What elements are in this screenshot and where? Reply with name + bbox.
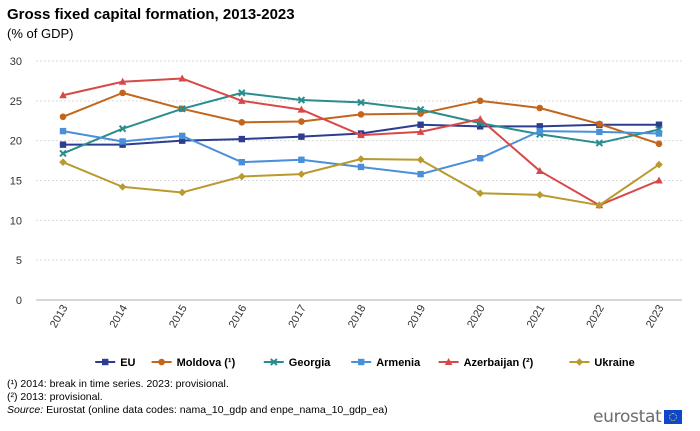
- legend-marker: [270, 358, 278, 366]
- data-point: [59, 91, 67, 99]
- data-point: [297, 105, 306, 113]
- data-point: [59, 113, 67, 121]
- data-point: [59, 141, 67, 148]
- data-point: [297, 170, 306, 178]
- data-point: [119, 138, 126, 145]
- data-point: [595, 201, 604, 209]
- data-point: [178, 105, 186, 113]
- source-line: Source: Eurostat (online data codes: nam…: [7, 404, 388, 417]
- data-point: [477, 154, 484, 162]
- y-tick-label: 0: [16, 295, 22, 307]
- data-point: [416, 127, 425, 135]
- data-point: [536, 191, 544, 199]
- data-point: [476, 115, 484, 123]
- data-point: [655, 176, 663, 184]
- footnote-1: (¹) 2014: break in time series. 2023: pr…: [7, 378, 229, 390]
- x-tick-label: 2014: [108, 303, 131, 330]
- x-tick-label: 2019: [406, 303, 429, 330]
- data-point: [357, 131, 365, 139]
- data-point: [298, 118, 305, 125]
- legend-label: Georgia: [289, 357, 331, 369]
- y-tick-label: 20: [10, 136, 22, 148]
- legend-marker: [444, 358, 453, 365]
- data-point: [357, 98, 365, 107]
- data-point: [655, 130, 663, 137]
- data-point: [476, 189, 484, 198]
- x-tick-label: 2016: [227, 303, 250, 330]
- legend-marker: [358, 358, 365, 366]
- data-point: [119, 89, 126, 97]
- x-tick-label: 2020: [465, 303, 488, 330]
- data-point: [417, 170, 424, 178]
- data-point: [179, 137, 186, 144]
- chart-title: Gross fixed capital formation, 2013-2023: [7, 6, 295, 23]
- data-point: [595, 139, 604, 147]
- x-tick-label: 2017: [286, 303, 309, 330]
- data-point: [477, 123, 484, 130]
- data-point: [298, 133, 305, 140]
- chart-subtitle: (% of GDP): [7, 26, 74, 41]
- y-tick-label: 5: [16, 255, 22, 267]
- data-point: [416, 155, 425, 164]
- logo-text: eurostat: [593, 407, 662, 427]
- data-point: [59, 158, 67, 166]
- data-point: [118, 77, 127, 85]
- chart-notes: (¹) 2014: break in time series. 2023: pr…: [7, 378, 388, 417]
- data-point: [655, 160, 663, 169]
- data-point: [238, 96, 246, 104]
- x-tick-label: 2021: [525, 303, 548, 330]
- legend-marker: [575, 358, 584, 366]
- legend-label: EU: [120, 357, 135, 369]
- data-point: [416, 105, 425, 114]
- data-point: [297, 96, 306, 104]
- y-tick-label: 15: [10, 176, 22, 188]
- x-tick-label: 2018: [346, 303, 369, 330]
- y-tick-label: 10: [10, 215, 22, 227]
- legend-label: Armenia: [376, 357, 421, 369]
- eu-flag-icon: [664, 410, 683, 424]
- legend-label: Ukraine: [594, 357, 634, 369]
- data-point: [178, 188, 186, 197]
- data-point: [59, 149, 67, 158]
- data-point: [476, 97, 484, 105]
- y-tick-label: 25: [10, 96, 22, 108]
- x-tick-label: 2022: [584, 303, 607, 330]
- legend-marker: [102, 358, 109, 366]
- data-point: [357, 111, 365, 118]
- legend-label: Moldova (¹): [177, 357, 236, 369]
- x-tick-label: 2013: [48, 303, 71, 330]
- data-point: [118, 183, 127, 191]
- data-point: [536, 104, 544, 112]
- data-point: [596, 128, 603, 136]
- data-point: [238, 158, 245, 166]
- data-point: [536, 123, 543, 130]
- data-point: [417, 121, 424, 128]
- data-point: [536, 166, 544, 174]
- data-point: [238, 89, 246, 97]
- data-point: [596, 120, 603, 128]
- data-point: [59, 127, 67, 135]
- footnote-2: (²) 2013: provisional.: [7, 391, 103, 403]
- legend-marker: [158, 358, 165, 366]
- source-text: Eurostat (online data codes: nama_10_gdp…: [43, 404, 388, 416]
- eurostat-logo: eurostat: [593, 407, 683, 427]
- data-point: [118, 125, 127, 133]
- source-label: Source:: [7, 404, 44, 416]
- line-chart: 0 5 10 15 20 25 30 2013 2014 2015 2016 2017 2018 2019…: [10, 56, 682, 369]
- data-point: [357, 163, 365, 171]
- data-point: [179, 132, 186, 140]
- y-tick-label: 30: [10, 56, 22, 68]
- data-point: [536, 127, 543, 135]
- data-point: [238, 172, 246, 181]
- data-point: [357, 155, 365, 163]
- data-point: [238, 119, 246, 126]
- data-point: [298, 156, 305, 163]
- legend-label: Azerbaijan (²): [464, 357, 534, 369]
- data-point: [655, 121, 663, 128]
- x-tick-label: 2015: [167, 303, 190, 330]
- data-point: [178, 74, 186, 82]
- data-point: [238, 135, 245, 143]
- x-tick-label: 2023: [644, 303, 667, 330]
- data-point: [655, 140, 663, 148]
